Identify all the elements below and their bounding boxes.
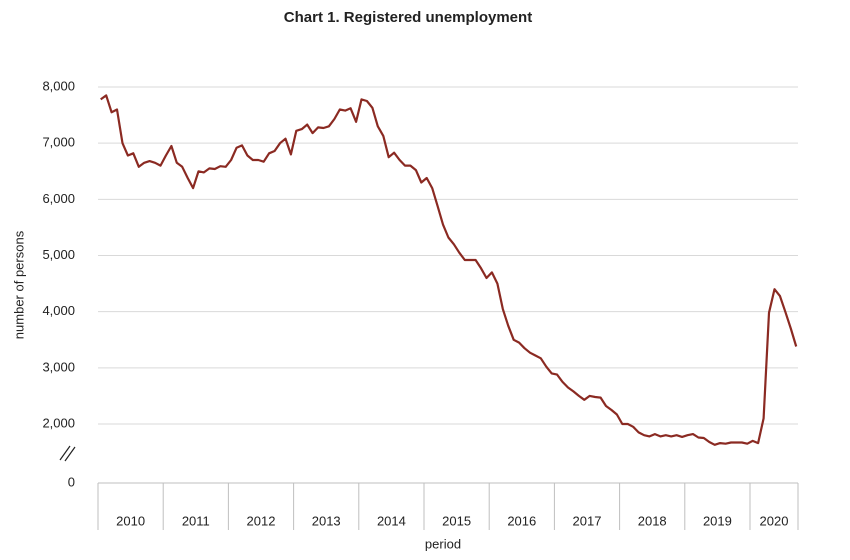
chart-title: Chart 1. Registered unemployment <box>284 9 532 26</box>
x-tick-label: 2019 <box>703 513 732 528</box>
data-line <box>100 94 798 446</box>
y-tick-label: 0 <box>68 474 75 489</box>
y-tick-label: 7,000 <box>42 135 75 150</box>
x-tick-label: 2020 <box>760 513 789 528</box>
y-tick-label: 8,000 <box>42 78 75 93</box>
y-tick-label: 2,000 <box>42 415 75 430</box>
x-tick-label: 2013 <box>312 513 341 528</box>
y-tick-label: 6,000 <box>42 191 75 206</box>
x-tick-label: 2018 <box>638 513 667 528</box>
y-tick-label: 4,000 <box>42 303 75 318</box>
x-tick-label: 2017 <box>573 513 602 528</box>
y-tick-label: 3,000 <box>42 359 75 374</box>
x-tick-label: 2011 <box>182 513 210 528</box>
x-tick-label: 2010 <box>116 513 145 528</box>
axis-break <box>64 446 76 462</box>
x-tick-label: 2012 <box>247 513 276 528</box>
x-tick-label: 2014 <box>377 513 406 528</box>
x-axis-label: period <box>425 536 461 551</box>
x-tick-label: 2016 <box>507 513 536 528</box>
y-tick-label: 5,000 <box>42 247 75 262</box>
axis-break <box>59 445 71 461</box>
y-axis-label: number of persons <box>11 230 26 339</box>
x-tick-label: 2015 <box>442 513 471 528</box>
